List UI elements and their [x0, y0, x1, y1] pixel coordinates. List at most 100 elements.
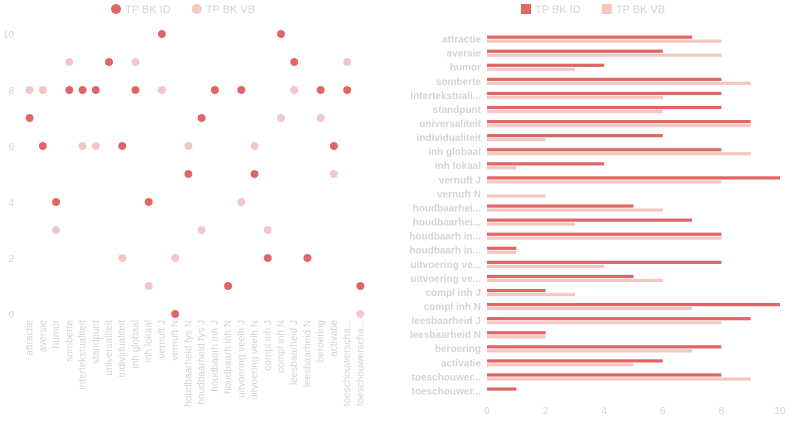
scatter-point-id-8: [131, 86, 140, 94]
scatter-point-id-22: [316, 86, 325, 94]
bar-y-tick-9: inh lokaal: [435, 161, 481, 172]
scatter-point-id-9: [144, 198, 153, 206]
scatter-x-tick-4: intertekstualiteit: [78, 320, 89, 390]
scatter-x-tick-18: compl inh J: [263, 320, 274, 371]
bar-id-20: [487, 317, 751, 321]
bar-vb-17: [487, 278, 663, 283]
scatter-point-id-23: [329, 142, 338, 150]
scatter-x-tick-9: inh lokaal: [144, 320, 155, 362]
bar-id-25: [487, 387, 517, 391]
bar-y-tick-16: uitvoering ve...: [410, 260, 481, 271]
scatter-point-vb-19: [277, 114, 285, 122]
scatter-point-id-13: [197, 114, 206, 122]
bar-id-4: [487, 91, 722, 96]
scatter-point-vb-24: [343, 58, 352, 66]
bar-y-tick-14: houdbaarh in...: [409, 232, 481, 243]
bar-y-tick-19: compl inh N: [424, 302, 481, 313]
bar-y-tick-20: leesbaarheid J: [412, 316, 481, 327]
scatter-legend-marker-0: [111, 4, 121, 14]
scatter-x-tick-12: houdbaarheid fys N: [183, 320, 194, 407]
scatter-x-tick-20: leesbaarheid J: [289, 320, 300, 385]
scatter-point-vb-7: [118, 254, 127, 262]
scatter-x-tick-19: compl inh N: [276, 320, 287, 373]
scatter-x-tick-23: activatie: [329, 320, 340, 357]
bar-id-2: [487, 63, 605, 67]
scatter-point-id-15: [224, 282, 233, 290]
bar-y-tick-3: somberte: [436, 77, 481, 88]
bar-y-tick-1: aversie: [447, 49, 482, 60]
scatter-y-tick-4: 8: [8, 86, 14, 97]
bar-y-tick-18: compl inh J: [425, 288, 481, 299]
scatter-x-tick-24: toeschouwerscha...: [342, 320, 353, 406]
bar-id-7: [487, 134, 663, 138]
bar-vb-3: [487, 81, 751, 85]
bar-y-tick-2: humor: [450, 63, 481, 74]
bar-vb-18: [487, 292, 575, 297]
scatter-point-id-17: [250, 170, 259, 178]
bar-vb-13: [487, 222, 575, 226]
scatter-point-vb-12: [184, 142, 193, 150]
bar-vb-16: [487, 264, 605, 268]
scatter-y-tick-5: 10: [3, 30, 15, 41]
bar-x-tick-1: 2: [543, 406, 549, 417]
bar-id-19: [487, 303, 780, 307]
bar-x-tick-5: 10: [774, 406, 786, 417]
scatter-point-vb-5: [91, 142, 100, 150]
scatter-x-tick-15: houdbaarh inh N: [223, 320, 234, 394]
scatter-x-tick-7: individualiteit: [117, 320, 128, 377]
bar-id-22: [487, 345, 722, 349]
bar-vb-4: [487, 95, 663, 100]
bar-vb-24: [487, 377, 751, 381]
bar-legend-label-0: TP BK ID: [535, 4, 581, 16]
scatter-point-id-1: [38, 142, 47, 150]
scatter-x-tick-8: inh globaal: [130, 320, 141, 368]
bar-id-18: [487, 288, 546, 293]
bar-vb-19: [487, 307, 693, 311]
scatter-x-tick-0: attractie: [25, 320, 36, 356]
scatter-point-id-4: [78, 86, 87, 94]
scatter-point-id-21: [303, 254, 312, 262]
bar-id-24: [487, 373, 722, 377]
bar-y-tick-15: houdbaarh in...: [409, 246, 481, 257]
bar-vb-9: [487, 166, 517, 170]
scatter-point-id-20: [290, 58, 299, 66]
scatter-point-id-16: [237, 86, 246, 94]
scatter-point-id-10: [157, 30, 166, 38]
bar-y-tick-23: activatie: [441, 358, 481, 369]
scatter-x-tick-17: uitvoering veelh N: [250, 320, 261, 400]
bar-id-10: [487, 176, 780, 180]
scatter-point-id-25: [356, 282, 365, 290]
scatter-x-tick-21: leesbaarheid N: [302, 320, 313, 387]
bar-vb-14: [487, 236, 722, 240]
bar-y-tick-10: vernuft J: [439, 175, 481, 186]
bar-id-23: [487, 359, 663, 363]
bar-y-tick-7: individualiteit: [417, 133, 482, 144]
scatter-point-vb-11: [171, 254, 180, 262]
scatter-x-tick-3: somberte: [64, 320, 75, 362]
bar-vb-8: [487, 152, 751, 156]
scatter-point-id-19: [277, 30, 285, 38]
bar-id-1: [487, 49, 663, 53]
scatter-point-id-11: [171, 310, 180, 318]
bar-x-tick-2: 4: [601, 406, 607, 417]
scatter-y-tick-3: 6: [8, 142, 14, 153]
bar-y-tick-0: attractie: [442, 35, 481, 46]
bar-vb-1: [487, 53, 722, 57]
scatter-point-vb-8: [131, 58, 140, 66]
scatter-point-vb-2: [52, 226, 61, 234]
scatter-point-vb-1: [38, 86, 47, 94]
scatter-point-id-7: [118, 142, 127, 150]
bar-y-tick-8: inh globaal: [428, 147, 481, 158]
scatter-x-tick-22: beroering: [316, 320, 327, 362]
bar-vb-15: [487, 250, 517, 254]
scatter-x-tick-6: universaliteit: [104, 320, 115, 376]
scatter-point-vb-16: [237, 198, 246, 206]
bar-vb-0: [487, 39, 722, 43]
bar-vb-10: [487, 180, 722, 184]
scatter-point-vb-22: [316, 114, 325, 122]
scatter-legend-label-1: TP BK VB: [206, 4, 255, 16]
scatter-point-id-18: [263, 254, 272, 262]
scatter-x-tick-13: houdbaarheid fys J: [197, 320, 208, 405]
bar-vb-23: [487, 363, 634, 367]
